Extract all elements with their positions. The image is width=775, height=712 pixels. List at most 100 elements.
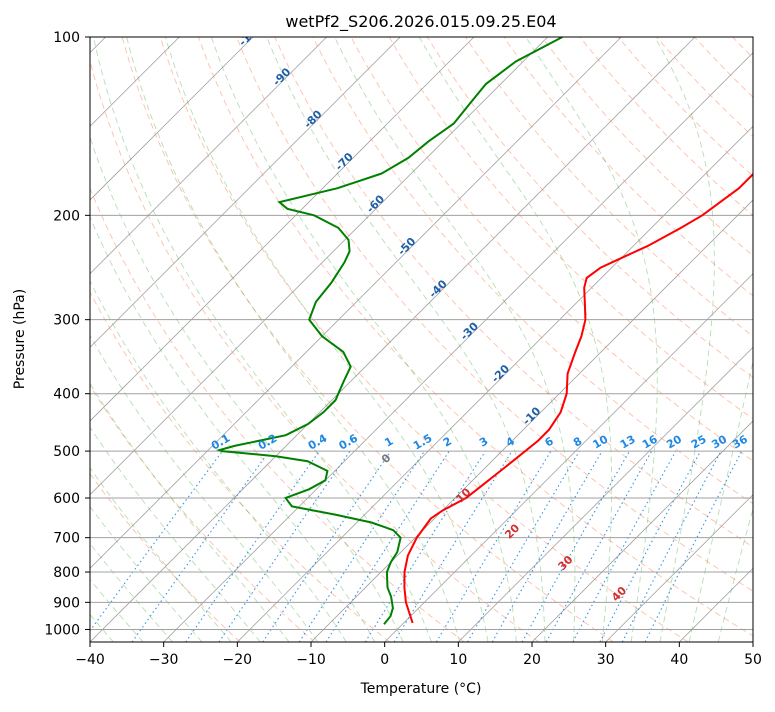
moist-adiabat-line (526, 37, 658, 642)
mixing-ratio-line (573, 451, 676, 642)
dry-adiabat-label: -90 (270, 65, 293, 88)
y-tick-label: 200 (53, 208, 80, 224)
moist-adiabat-label: 0 (379, 451, 394, 466)
y-tick-label: 1000 (44, 622, 80, 638)
mixing-ratio-label: 3 (477, 435, 490, 450)
isotherm-line (753, 37, 775, 642)
x-tick-label: −10 (296, 652, 326, 668)
dry-adiabat-line (427, 37, 775, 642)
mixing-ratio-label: 0.1 (209, 432, 232, 453)
isotherm-line (679, 37, 775, 642)
isotherm-line (237, 37, 775, 642)
dry-adiabat-label: -70 (333, 150, 356, 173)
x-tick-label: −40 (75, 652, 105, 668)
dry-adiabat-line (542, 37, 775, 642)
dry-adiabat-label: -20 (489, 362, 512, 385)
y-axis-label: Pressure (hPa) (12, 289, 28, 389)
dry-adiabat-label: -60 (364, 192, 387, 215)
moist-adiabat-label: 20 (502, 521, 522, 541)
mixing-ratio-line (132, 451, 269, 642)
mixing-ratio-label: 1 (382, 435, 395, 450)
x-tick-label: 10 (449, 652, 467, 668)
moist-adiabat-line (93, 37, 431, 642)
mixing-ratio-label: 36 (730, 432, 750, 451)
dry-adiabat-line (771, 37, 775, 642)
mixing-ratio-label: 16 (640, 432, 660, 451)
x-tick-label: 0 (380, 652, 389, 668)
dry-adiabat-line (351, 37, 775, 642)
moist-adiabat-line (0, 37, 289, 642)
mixing-ratio-label: 10 (591, 432, 611, 451)
moist-adiabat-line (0, 37, 231, 642)
mixing-ratio-label: 20 (664, 432, 684, 451)
dry-adiabat-line (695, 37, 775, 642)
mixing-ratio-label: 0.4 (306, 431, 330, 452)
mixing-ratio-line (600, 451, 701, 642)
moist-adiabat-label: 30 (556, 553, 576, 573)
mixing-ratio-label: 13 (618, 433, 638, 452)
dry-adiabat-label: -50 (395, 235, 418, 258)
moist-adiabat-line (64, 37, 403, 642)
pressure-gridlines (90, 37, 753, 629)
dry-adiabat-line (275, 37, 775, 642)
x-tick-label: 30 (597, 652, 615, 668)
moist-adiabat-line (211, 37, 516, 642)
mixing-ratio-label: 6 (543, 434, 556, 449)
dry-adiabat-label: -10 (520, 404, 543, 427)
mixing-ratio-label: 30 (709, 432, 729, 451)
isotherm-line (532, 37, 775, 642)
isotherm-line (0, 37, 327, 642)
moist-adiabat-line (718, 37, 775, 642)
dry-adiabat-line (466, 37, 775, 642)
mixing-ratio-line (219, 451, 350, 642)
x-axis-label: Temperature (°C) (360, 681, 482, 697)
mixing-ratio-label: 8 (571, 435, 584, 450)
dry-adiabat-line (160, 37, 688, 642)
mixing-ratio-label: 2 (441, 435, 454, 450)
dry-adiabat-line (504, 37, 775, 642)
mixing-ratio-line (299, 451, 424, 642)
y-tick-label: 100 (53, 30, 80, 46)
mixing-ratio-label: 0.2 (256, 432, 279, 453)
dry-adiabat-line (0, 37, 240, 642)
chart-title: wetPf2_S206.2026.015.09.25.E04 (285, 12, 556, 32)
isotherm-line (0, 37, 400, 642)
isotherm-line (90, 37, 695, 642)
dry-adiabat-label: -100 (236, 20, 265, 49)
mixing-ratio-line (622, 451, 721, 642)
y-tick-label: 900 (53, 595, 80, 611)
x-tick-label: −20 (223, 652, 253, 668)
y-tick-label: 400 (53, 387, 80, 403)
dry-adiabat-line (733, 37, 775, 642)
moist-adiabat-line (0, 37, 260, 642)
mixing-ratio-label: 1.5 (411, 432, 434, 453)
x-tick-label: −30 (149, 652, 179, 668)
mixing-ratio-line (326, 451, 449, 642)
mixing-ratio-line (645, 451, 742, 642)
x-tick-label: 50 (744, 652, 762, 668)
isotherm-line (16, 37, 621, 642)
dry-adiabat-label: -40 (427, 277, 450, 300)
moist-adiabat-line (655, 37, 715, 642)
y-tick-label: 800 (53, 565, 80, 581)
y-tick-label: 300 (53, 313, 80, 329)
mixing-ratio-line (468, 451, 580, 642)
y-tick-label: 600 (53, 491, 80, 507)
dry-adiabats (0, 37, 775, 642)
moist-adiabat-line (0, 37, 318, 642)
mixing-ratio-line (82, 451, 223, 642)
moist-adiabat-line (39, 37, 375, 642)
x-tick-label: 40 (670, 652, 688, 668)
moist-adiabat-line (689, 37, 775, 642)
y-tick-label: 500 (53, 444, 80, 460)
dry-adiabat-line (656, 37, 775, 642)
dry-adiabat-line (237, 37, 775, 642)
dry-adiabat-label: -30 (458, 319, 481, 342)
isotherm-line (606, 37, 775, 642)
